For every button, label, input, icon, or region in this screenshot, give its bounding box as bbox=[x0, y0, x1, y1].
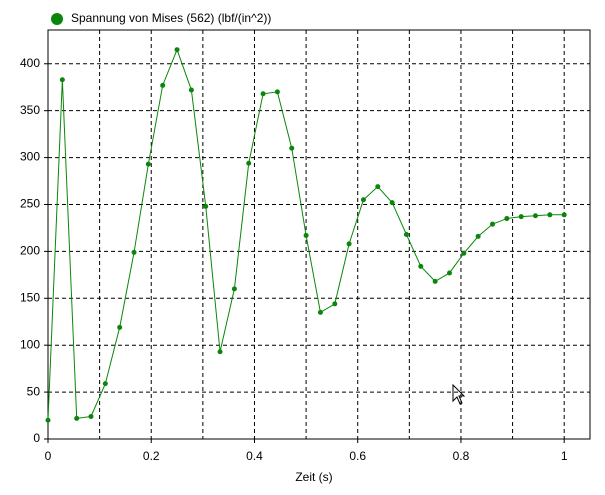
x-tick-label: 0.8 bbox=[453, 449, 470, 463]
x-tick-label: 0.6 bbox=[349, 449, 366, 463]
data-point bbox=[102, 381, 108, 387]
data-point bbox=[446, 270, 452, 276]
y-tick-label: 0 bbox=[33, 431, 40, 445]
data-point bbox=[432, 278, 438, 284]
cursor bbox=[452, 383, 466, 405]
data-point bbox=[418, 263, 424, 269]
data-point bbox=[317, 309, 323, 315]
x-tick-label: 1 bbox=[561, 449, 568, 463]
data-point bbox=[360, 197, 366, 203]
data-point bbox=[117, 324, 123, 330]
y-tick-label: 50 bbox=[27, 384, 41, 398]
data-point bbox=[174, 47, 180, 53]
x-tick-label: 0 bbox=[45, 449, 52, 463]
legend-marker bbox=[51, 13, 63, 25]
plot-frame bbox=[47, 29, 591, 440]
y-tick-label: 200 bbox=[20, 244, 40, 258]
data-point bbox=[346, 241, 352, 247]
y-tick-label: 300 bbox=[20, 150, 40, 164]
data-point bbox=[274, 89, 280, 95]
data-point bbox=[332, 301, 338, 307]
data-point bbox=[45, 417, 51, 423]
data-point bbox=[532, 213, 538, 219]
x-axis-label: Zeit (s) bbox=[295, 470, 332, 484]
x-tick-label: 0.2 bbox=[143, 449, 160, 463]
data-point bbox=[188, 87, 194, 93]
data-point bbox=[375, 184, 381, 190]
data-point bbox=[217, 349, 223, 355]
data-point bbox=[59, 77, 65, 83]
data-point bbox=[131, 249, 137, 255]
data-point bbox=[461, 250, 467, 256]
data-point bbox=[74, 415, 80, 421]
data-point bbox=[160, 82, 166, 88]
data-point bbox=[231, 286, 237, 292]
data-point bbox=[203, 203, 209, 209]
data-point bbox=[260, 91, 266, 97]
y-tick-label: 350 bbox=[20, 103, 40, 117]
data-point bbox=[303, 232, 309, 238]
data-point bbox=[88, 413, 94, 419]
data-point bbox=[475, 233, 481, 239]
data-point bbox=[403, 232, 409, 237]
y-tick-label: 150 bbox=[20, 290, 40, 304]
y-tick-label: 100 bbox=[20, 337, 40, 351]
data-point bbox=[289, 145, 295, 151]
data-point bbox=[518, 214, 524, 220]
data-point bbox=[504, 216, 510, 222]
data-point bbox=[561, 212, 567, 218]
legend-label: Spannung von Mises (562) (lbf/(in^2)) bbox=[71, 11, 271, 25]
data-point bbox=[547, 212, 553, 218]
y-tick-label: 250 bbox=[20, 197, 40, 211]
data-point bbox=[246, 160, 252, 166]
data-point bbox=[389, 200, 395, 206]
x-tick-label: 0.4 bbox=[246, 449, 263, 463]
y-tick-label: 400 bbox=[20, 56, 40, 70]
data-point bbox=[145, 161, 151, 167]
data-point bbox=[489, 221, 495, 227]
